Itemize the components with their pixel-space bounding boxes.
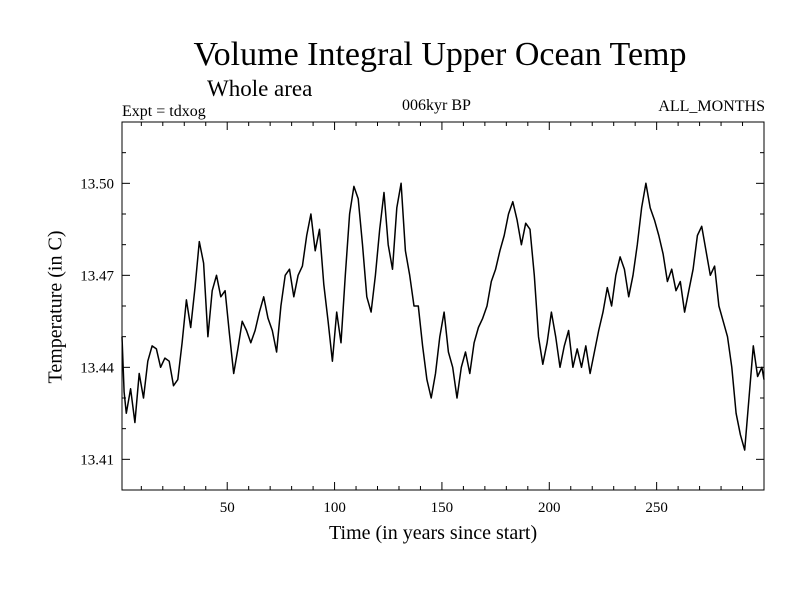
y-tick-label: 13.50 <box>80 176 114 192</box>
x-tick-label: 150 <box>431 500 454 516</box>
y-axis-label: Temperature (in C) <box>44 230 67 384</box>
period-label: 006kyr BP <box>402 97 471 114</box>
x-tick-label: 250 <box>645 500 668 516</box>
x-axis-label: Time (in years since start) <box>329 522 538 544</box>
chart-title: Volume Integral Upper Ocean Temp <box>193 36 687 73</box>
plot-frame <box>121 121 765 491</box>
y-tick-label: 13.44 <box>80 360 114 376</box>
months-label: ALL_MONTHS <box>658 98 765 115</box>
series-line <box>121 182 765 451</box>
y-tick-label: 13.47 <box>80 268 114 284</box>
experiment-label: Expt = tdxog <box>122 103 206 120</box>
y-tick-label: 13.41 <box>80 452 114 468</box>
x-tick-label: 100 <box>323 500 346 516</box>
x-tick-label: 50 <box>220 500 235 516</box>
x-tick-label: 200 <box>538 500 561 516</box>
chart-subtitle: Whole area <box>207 76 313 101</box>
tick-group: 50 100 150 200 250 13.41 13.44 13.47 13.50 <box>80 122 764 516</box>
